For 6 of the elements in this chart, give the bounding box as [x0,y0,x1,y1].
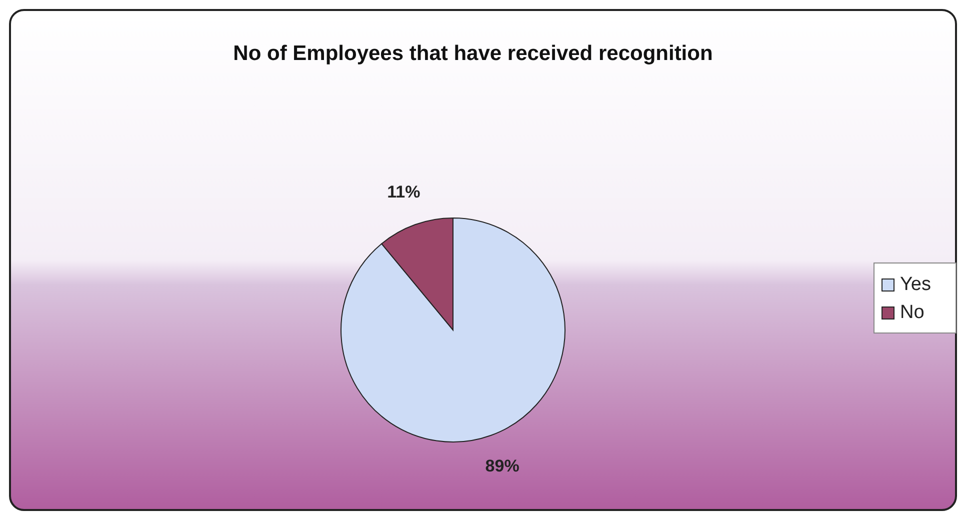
pie-slice [340,218,566,442]
chart-title: No of Employees that have received recognition [233,42,713,65]
legend-label: No [900,302,924,324]
legend-label: Yes [900,274,931,296]
data-label: 89% [485,456,520,476]
data-label: 11% [387,182,420,202]
